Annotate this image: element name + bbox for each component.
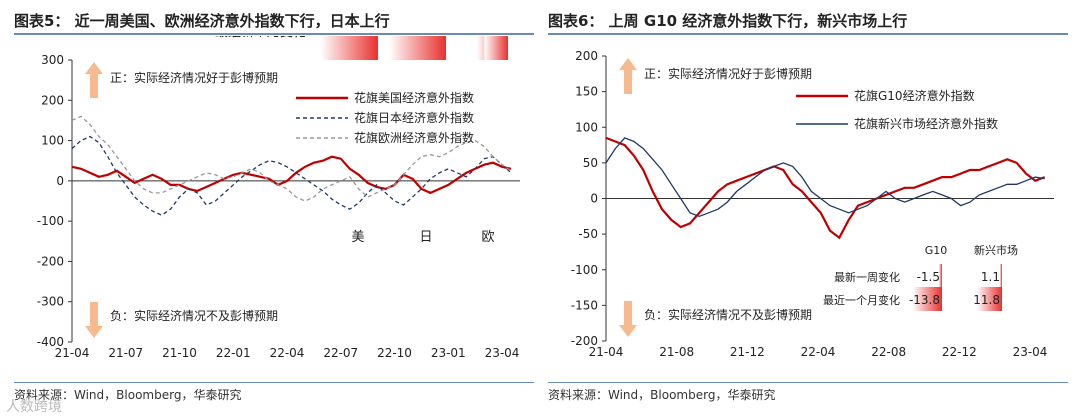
- y-tick-label: 150: [575, 85, 598, 99]
- table-header: G10: [925, 244, 948, 257]
- table-value: -23.1: [340, 36, 376, 40]
- y-tick-label: 100: [575, 120, 598, 134]
- table-header: 欧: [481, 230, 494, 245]
- y-tick-label: -400: [37, 335, 64, 349]
- title-divider: [14, 33, 534, 35]
- down-arrow-icon: [619, 301, 637, 337]
- x-tick-label: 22-08: [871, 345, 906, 359]
- y-tick-label: 0: [56, 174, 64, 188]
- table-header: 日: [419, 230, 432, 245]
- y-tick-label: 300: [41, 53, 64, 67]
- x-tick-label: 23-04: [1013, 345, 1048, 359]
- source-note: 资料来源：Wind，Bloomberg，华泰研究: [14, 388, 242, 402]
- source-divider: [14, 382, 534, 383]
- y-tick-label: 0: [590, 192, 598, 206]
- annotation-negative: 负：实际经济情况不及彭博预期: [110, 308, 278, 323]
- table-heat-bar: [389, 36, 446, 60]
- annotation-negative: 负：实际经济情况不及彭博预期: [644, 307, 812, 322]
- table-value: -13.8: [909, 293, 940, 307]
- table-header: 美: [351, 230, 364, 245]
- source-divider: [548, 382, 1068, 383]
- table-heat-bar: [912, 287, 942, 311]
- y-tick-label: 100: [41, 134, 64, 148]
- table-header: 新兴市场: [974, 243, 1018, 257]
- x-tick-label: 22-10: [377, 346, 412, 360]
- annotation-positive: 正：实际经济情况好于彭博预期: [110, 70, 278, 85]
- watermark: 人数跨境: [6, 399, 62, 415]
- y-tick-label: 200: [575, 49, 598, 63]
- legend-label: 花旗美国经济意外指数: [354, 90, 474, 105]
- up-arrow-icon: [85, 62, 103, 98]
- chart-panel-6: 图表6： 上周 G10 经济意外指数下行，新兴市场上行 200 150 100 50 0…: [548, 0, 1068, 420]
- legend-label: 花旗日本经济意外指数: [354, 110, 474, 125]
- table-row-label: 最近一个月变化: [823, 293, 900, 307]
- table-heat-bar: [484, 36, 508, 60]
- table-value: -1.5: [917, 270, 940, 284]
- x-tick-label: 21-07: [108, 346, 143, 360]
- y-tick-label: 50: [583, 156, 598, 170]
- y-tick-label: -50: [578, 227, 598, 241]
- table-row-label: 最近一个月变化: [215, 36, 306, 40]
- legend-label: 花旗新兴市场经济意外指数: [854, 116, 998, 131]
- table-heat-bar: [938, 264, 942, 288]
- chart-title: 图表6： 上周 G10 经济意外指数下行，新兴市场上行: [548, 12, 908, 30]
- y-tick-label: -200: [37, 254, 64, 268]
- table-value: -9.5: [479, 36, 506, 40]
- y-tick-label: -300: [37, 295, 64, 309]
- x-tick-label: 22-04: [270, 346, 305, 360]
- chart-panel-5: 图表5： 近一周美国、欧洲经济意外指数下行，日本上行 300 200 100 0 -10…: [14, 0, 534, 420]
- title-divider: [548, 33, 1068, 35]
- x-tick-label: 21-04: [55, 346, 90, 360]
- series-line-2: [71, 135, 512, 216]
- table-heat-bar: [999, 264, 1002, 288]
- y-tick-label: -100: [37, 214, 64, 228]
- series-line-1: [605, 136, 1046, 240]
- x-tick-label: 22-04: [801, 345, 836, 359]
- y-tick-label: 200: [41, 93, 64, 107]
- y-tick-label: -150: [571, 298, 598, 312]
- up-arrow-icon: [619, 58, 637, 94]
- table-value: 11.8: [973, 293, 1000, 307]
- table-value: -22.9: [408, 36, 444, 40]
- table-row-label: 最新一周变化: [834, 270, 900, 284]
- legend-label: 花旗G10经济意外指数: [854, 88, 975, 103]
- table-value: 1.1: [981, 270, 1000, 284]
- annotation-positive: 正：实际经济情况好于彭博预期: [644, 66, 812, 81]
- x-tick-label: 22-07: [323, 346, 358, 360]
- down-arrow-icon: [85, 302, 103, 338]
- y-tick-label: -100: [571, 263, 598, 277]
- x-tick-label: 22-01: [216, 346, 251, 360]
- chart-title: 图表5： 近一周美国、欧洲经济意外指数下行，日本上行: [14, 12, 390, 30]
- legend-label: 花旗欧洲经济意外指数: [354, 130, 474, 145]
- table-heat-bar: [976, 287, 1002, 311]
- series-line-3: [71, 115, 512, 202]
- x-tick-label: 23-04: [485, 346, 520, 360]
- x-tick-label: 22-12: [942, 345, 977, 359]
- series-line-2: [605, 137, 1045, 217]
- source-note: 资料来源：Wind，Bloomberg，华泰研究: [548, 388, 776, 402]
- x-tick-label: 23-01: [431, 346, 466, 360]
- x-tick-label: 21-08: [659, 345, 694, 359]
- table-row-label: 最新一周变化: [228, 36, 306, 40]
- x-tick-label: 21-12: [730, 345, 765, 359]
- x-tick-label: 21-10: [162, 346, 197, 360]
- x-tick-label: 21-04: [589, 345, 624, 359]
- series-line-1: [71, 155, 512, 195]
- table-heat-bar: [320, 36, 378, 60]
- y-tick-label: -200: [571, 334, 598, 348]
